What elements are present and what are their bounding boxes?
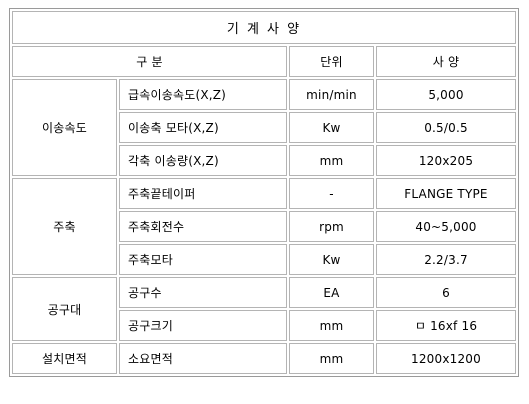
item-label: 각축 이송량(X,Z)	[119, 145, 287, 176]
table-row: 이송속도 급속이송속도(X,Z) min/min 5,000	[12, 79, 516, 176]
table-row: 주축모타 Kw 2.2/3.7	[12, 244, 516, 275]
table-row: 공구대 공구수 EA 6	[12, 277, 516, 341]
unit-cell: mm	[289, 343, 374, 374]
machine-spec-table: 기 계 사 양 구 분 단위 사 양 이송속도 급속이송속도(X,Z) min/…	[9, 8, 519, 377]
item-label: 이송축 모타(X,Z)	[119, 112, 287, 143]
title-row: 기 계 사 양	[12, 11, 516, 44]
value-cell: 120x205	[376, 145, 516, 176]
item-label: 주축회전수	[119, 211, 287, 242]
value-cell: 1200x1200	[376, 343, 516, 374]
group-label-installation-area: 설치면적	[12, 343, 117, 374]
table-row: 주축 주축끝테이퍼 - FLANGE TYPE	[12, 178, 516, 275]
unit-cell: Kw	[289, 244, 374, 275]
item-label: 소요면적	[119, 343, 287, 374]
unit-cell: min/min	[289, 79, 374, 110]
value-cell: 6	[376, 277, 516, 308]
unit-cell: Kw	[289, 112, 374, 143]
group-label-spindle: 주축	[12, 178, 117, 275]
unit-cell: mm	[289, 310, 374, 341]
table-row: 이송축 모타(X,Z) Kw 0.5/0.5	[12, 112, 516, 143]
value-cell: 2.2/3.7	[376, 244, 516, 275]
item-label: 공구크기	[119, 310, 287, 341]
unit-cell: EA	[289, 277, 374, 308]
unit-cell: rpm	[289, 211, 374, 242]
value-cell: 40~5,000	[376, 211, 516, 242]
group-label-feed-rate: 이송속도	[12, 79, 117, 176]
value-cell: ㅁ 16xf 16	[376, 310, 516, 341]
table-row: 각축 이송량(X,Z) mm 120x205	[12, 145, 516, 176]
value-cell: 5,000	[376, 79, 516, 110]
unit-cell: -	[289, 178, 374, 209]
header-row: 구 분 단위 사 양	[12, 46, 516, 77]
unit-cell: mm	[289, 145, 374, 176]
item-label: 주축끝테이퍼	[119, 178, 287, 209]
item-label: 공구수	[119, 277, 287, 308]
header-unit: 단위	[289, 46, 374, 77]
value-cell: 0.5/0.5	[376, 112, 516, 143]
table-row: 공구크기 mm ㅁ 16xf 16	[12, 310, 516, 341]
header-category: 구 분	[12, 46, 287, 77]
item-label: 주축모타	[119, 244, 287, 275]
header-spec: 사 양	[376, 46, 516, 77]
value-cell: FLANGE TYPE	[376, 178, 516, 209]
table-title: 기 계 사 양	[12, 11, 516, 44]
table-row: 주축회전수 rpm 40~5,000	[12, 211, 516, 242]
item-label: 급속이송속도(X,Z)	[119, 79, 287, 110]
table-row: 설치면적 소요면적 mm 1200x1200	[12, 343, 516, 374]
group-label-turret: 공구대	[12, 277, 117, 341]
